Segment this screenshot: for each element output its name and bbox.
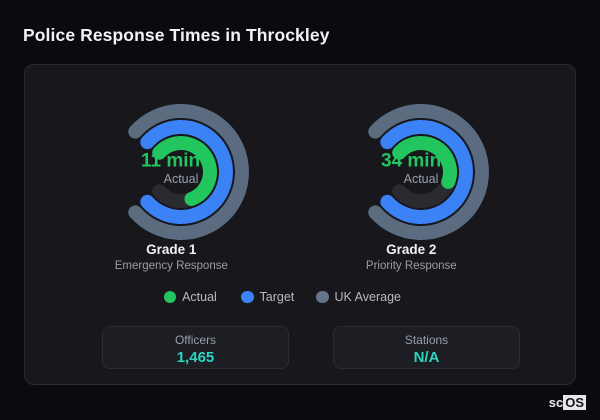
svg-text:Actual: Actual: [164, 172, 199, 186]
svg-text:Actual: Actual: [404, 172, 439, 186]
svg-text:11 min: 11 min: [141, 151, 200, 172]
svg-text:34 min: 34 min: [381, 151, 441, 172]
